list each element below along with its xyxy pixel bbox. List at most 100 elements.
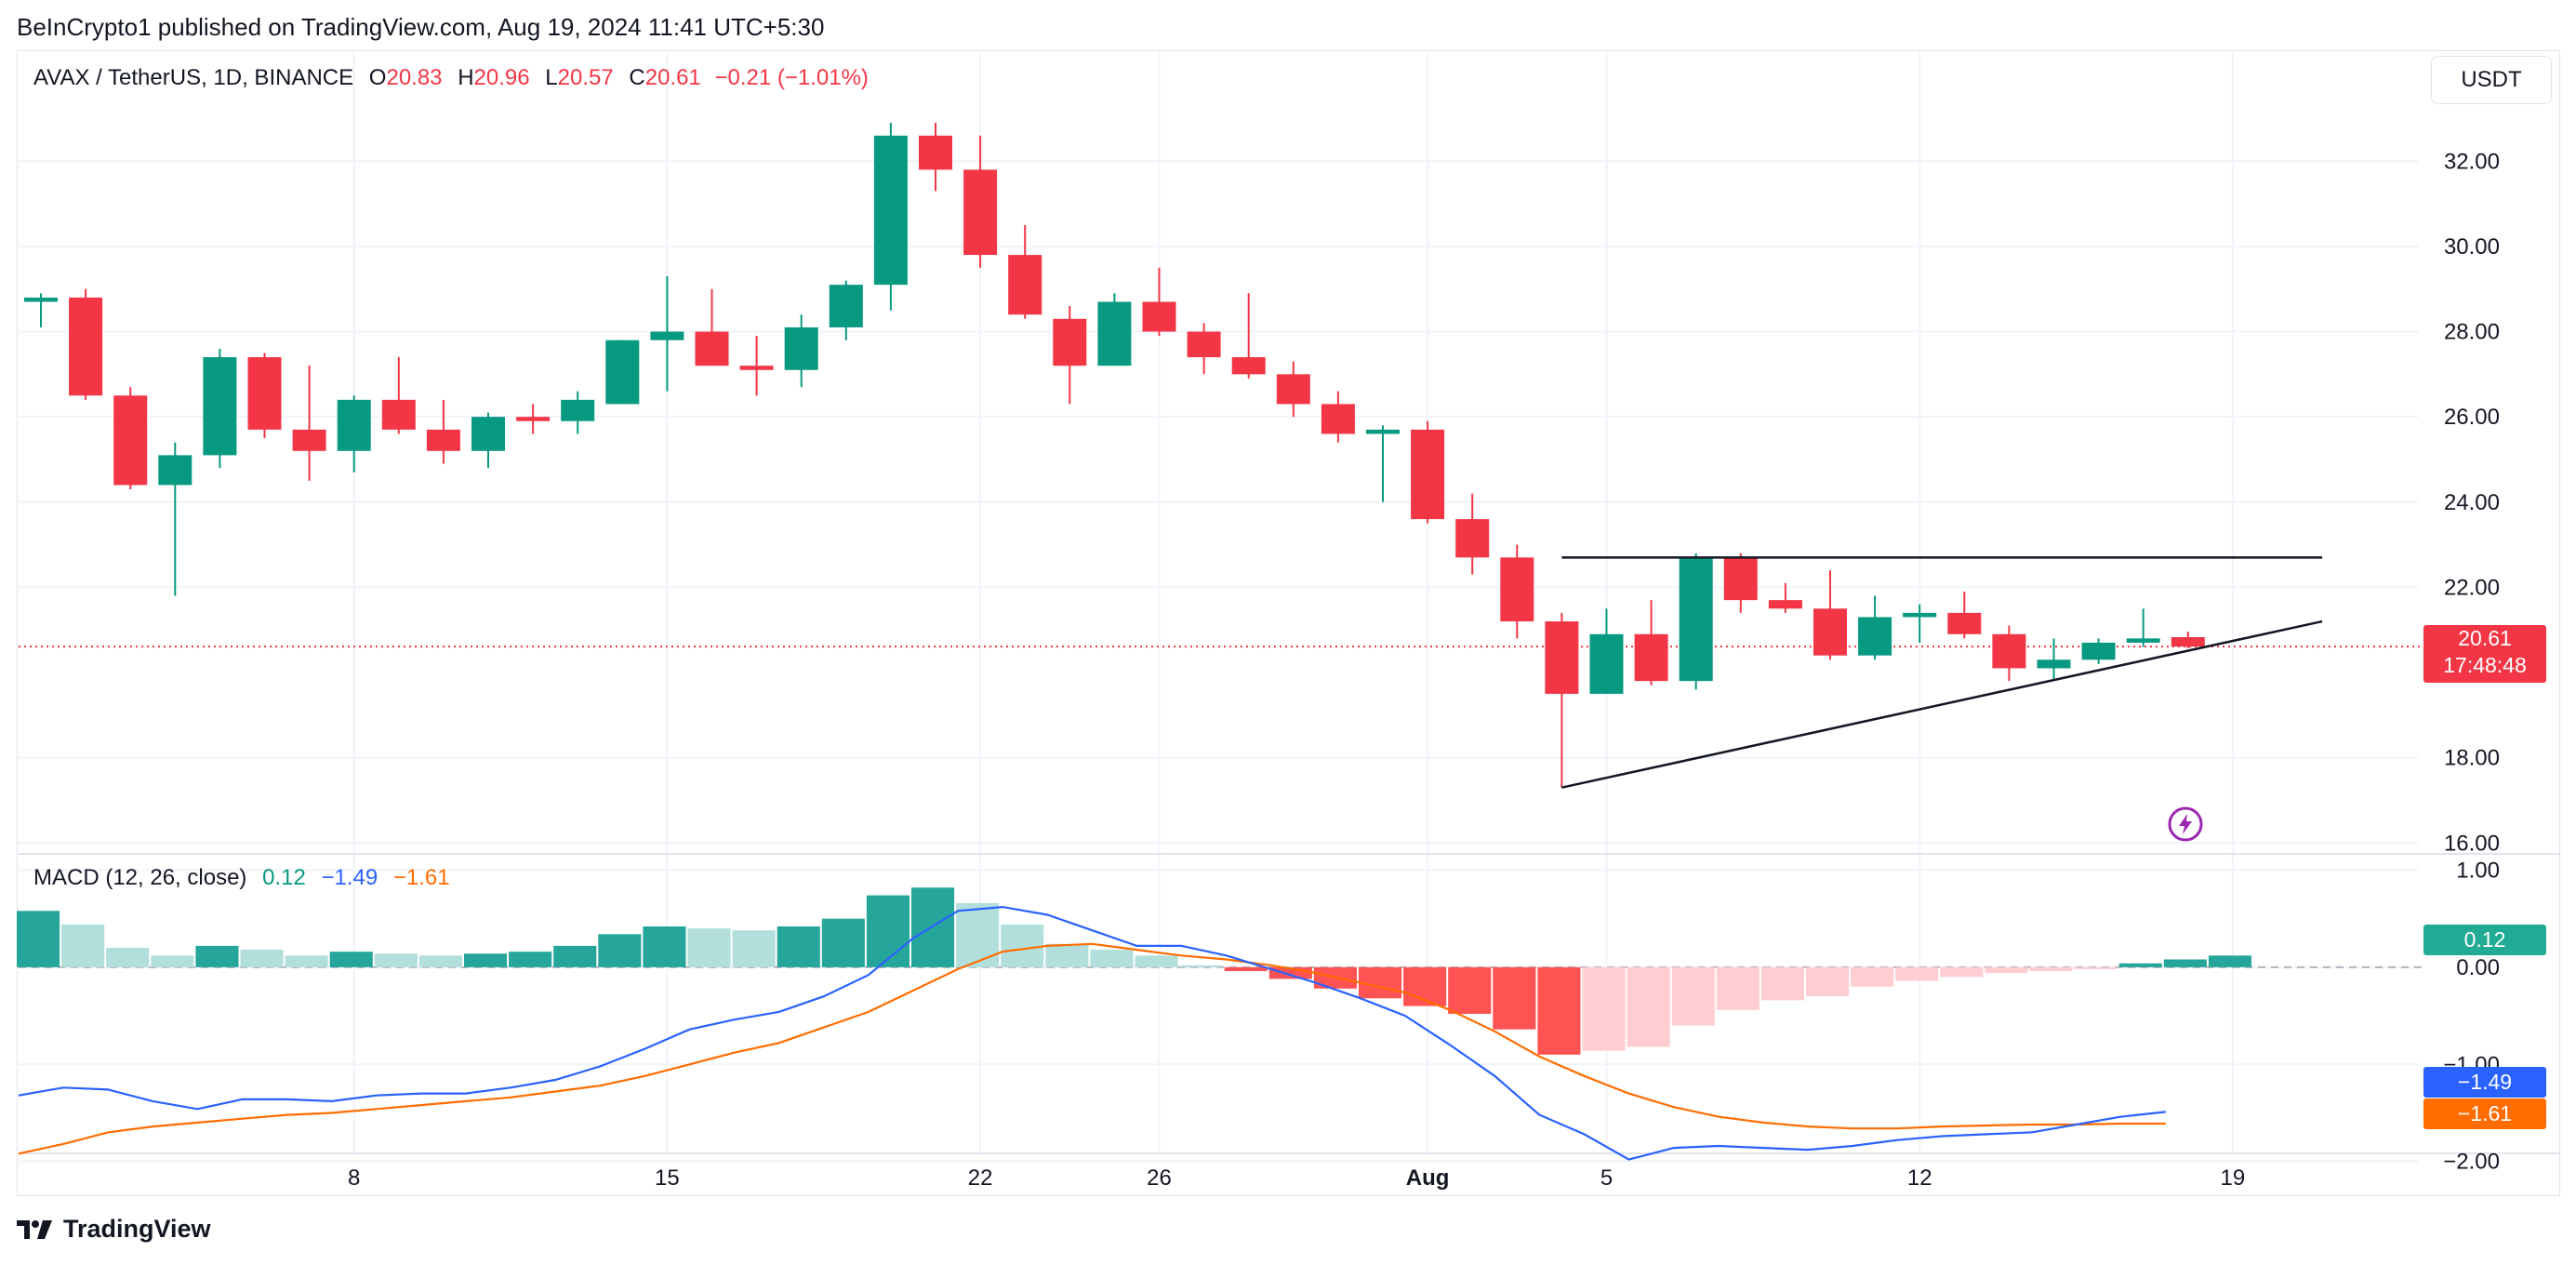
currency-selector[interactable]: USDT [2431,56,2552,104]
macd-hist-value: 0.12 [262,865,306,890]
chart-frame [17,50,2560,1196]
x-tick-label: 26 [1147,1165,1172,1191]
macd-title: MACD (12, 26, close) [33,865,247,890]
candle-body [1231,357,1266,375]
macd-hist-tag: 0.12 [2423,925,2546,955]
grid-lines [19,52,2559,1163]
tradingview-logo-text: TradingView [63,1215,211,1243]
candle-body [1813,608,1847,656]
candle-body [1142,301,1176,332]
candle-body [426,429,460,451]
candle-body [1187,331,1221,358]
macd-histogram-bar [329,952,373,967]
macd-histogram-bar [464,953,508,967]
macd-histogram-bar [1627,966,1670,1047]
open-label: O [368,65,387,90]
macd-histogram-bar [1760,966,1804,1001]
macd-histogram-bar [2029,966,2073,972]
candle-body [919,135,952,170]
axis-labels: 8 15 22 26 Aug 5 12 19 32.00 30.00 28.00 26.00 24.00… [348,149,2500,1191]
candle-body [1768,600,1802,609]
macd-histogram-bar [195,945,239,967]
candle-body [1947,612,1982,634]
macd-histogram-bar [598,934,642,967]
macd-y-tick-label: 1.00 [2456,858,2500,883]
macd-histogram-bar [1448,966,1492,1014]
macd-histogram-bar [1359,966,1402,999]
candle-body [1589,633,1624,694]
lightning-icon[interactable] [2167,806,2204,843]
macd-histogram-bar [643,926,686,967]
macd-histogram-bar [2074,966,2118,969]
macd-signal-line [18,942,2166,1155]
macd-histogram-bar [2208,955,2251,967]
macd-histogram-bar [1090,950,1134,967]
candle-body [2126,638,2160,643]
macd-histogram-bar [106,947,150,967]
x-tick-label: Aug [1406,1165,1450,1191]
candle-body [24,297,58,302]
low-label: L [545,65,558,90]
macd-histogram-bar [777,926,820,967]
symbol-legend: AVAX / TetherUS, 1D, BINANCE O20.83 H20.… [33,65,869,91]
macd-line [18,905,2166,1161]
macd-histogram-bar [732,930,776,967]
published-header: BeInCrypto1 published on TradingView.com… [17,13,825,41]
candle-body [650,331,684,340]
close-label: C [629,65,645,90]
last-price-tag: 20.61 17:48:48 [2423,625,2546,683]
candle-body [739,366,774,370]
candle-body [963,169,998,256]
candle-body [337,399,371,451]
trendline-support [1561,619,2323,789]
macd-histogram-bar [1045,943,1089,967]
macd-histogram-bar [1716,966,1759,1010]
candle-body [1903,612,1937,618]
candle-body [158,455,193,486]
candle-body [2037,659,2071,669]
candle-body [829,285,863,327]
candle-body [1634,633,1668,682]
symbol-label: AVAX / TetherUS, 1D, BINANCE [33,65,354,90]
y-tick-label: 30.00 [2444,234,2500,260]
macd-histogram-bar [61,924,105,967]
candle-body [516,417,551,421]
macd-histogram-bar [1537,966,1581,1055]
candle-body [2171,636,2205,647]
x-tick-label: 12 [1907,1165,1932,1191]
candle-body [1992,633,2026,669]
macd-histogram-bar [1895,966,1939,981]
macd-y-tick-label: 0.00 [2456,955,2500,980]
bar-countdown: 17:48:48 [2443,653,2527,677]
candle-body [784,326,818,370]
candle-body [292,429,326,451]
macd-histogram-bar [374,953,418,967]
macd-histogram-bar [1582,966,1626,1051]
macd-histogram-bar [553,945,597,967]
macd-y-tick-label: −2.00 [2443,1150,2500,1175]
tradingview-logo[interactable]: TradingView [17,1215,211,1244]
candle-body [1455,519,1490,558]
last-price-value: 20.61 [2458,626,2512,650]
macd-legend: MACD (12, 26, close) 0.12 −1.49 −1.61 [33,865,450,891]
x-tick-label: 19 [2221,1165,2246,1191]
candle-body [1858,617,1892,656]
macd-histogram-bar [821,918,865,967]
candlestick-series [24,123,2205,788]
macd-histogram-bar [1224,966,1268,972]
macd-histogram-bar [1851,966,1894,987]
candle-body [1008,255,1042,315]
macd-histogram-bar [1806,966,1850,997]
macd-histogram-bar [1135,955,1178,967]
macd-histogram-bar [866,895,910,967]
y-tick-label: 24.00 [2444,490,2500,515]
macd-histogram-bar [151,955,194,967]
candle-body [247,357,282,430]
macd-histogram-bar [1001,924,1044,967]
candle-body [1723,557,1758,601]
candle-body [1053,318,1087,366]
tradingview-logo-icon [17,1219,52,1239]
macd-histogram-bar [285,955,328,967]
low-value: 20.57 [557,65,614,90]
